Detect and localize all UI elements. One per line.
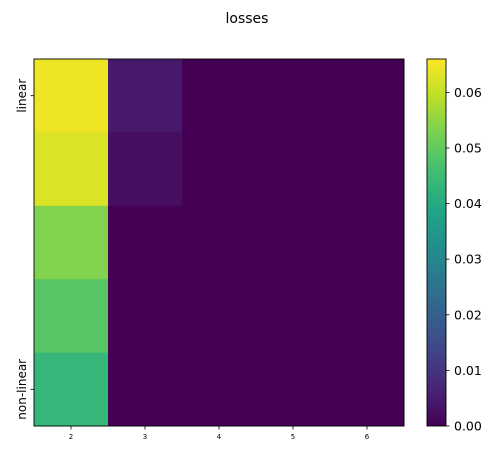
x-tick-label: 4: [217, 433, 222, 441]
heatmap-cell: [108, 352, 183, 427]
colorbar-tick-label: 0.01: [454, 363, 482, 378]
colorbar-tick-label: 0.05: [454, 140, 482, 155]
heatmap-cell: [256, 59, 331, 133]
heatmap-cell: [256, 205, 331, 280]
colorbar-tick-label: 0.06: [454, 85, 482, 100]
heatmap-cell: [256, 279, 331, 354]
colorbar-ticks: 0.00 0.01 0.02 0.03 0.04 0.05 0.06: [446, 85, 482, 434]
heatmap-cell: [34, 59, 109, 133]
colorbar-tick-label: 0.00: [454, 419, 482, 434]
heatmap-cell: [182, 59, 257, 133]
x-tick-label: 6: [365, 433, 370, 441]
heatmap-cell: [330, 279, 405, 354]
heatmap-cell: [256, 352, 331, 427]
colorbar-tick-label: 0.04: [454, 196, 482, 211]
heatmap-cell: [182, 205, 257, 280]
heatmap-cell: [34, 279, 109, 354]
x-tick-label: 2: [69, 433, 73, 441]
heatmap-cell: [330, 59, 405, 133]
heatmap-cell: [330, 205, 405, 280]
y-tick-label: linear: [15, 79, 29, 113]
heatmap-cell: [182, 352, 257, 427]
heatmap-cell: [34, 205, 109, 280]
heatmap-cell: [108, 279, 183, 354]
heatmap-cell: [34, 352, 109, 427]
colorbar: [426, 58, 447, 427]
y-tick-label: non-linear: [15, 359, 29, 420]
colorbar-tick-label: 0.02: [454, 307, 482, 322]
x-tick-label: 3: [143, 433, 147, 441]
heatmap-cell: [182, 132, 257, 207]
heatmap-cell: [330, 352, 405, 427]
x-tick-label: 5: [291, 433, 295, 441]
heatmap-cell: [108, 59, 183, 133]
x-axis-ticks: 2 3 4 5 6: [69, 426, 370, 441]
heatmap-cell: [256, 132, 331, 207]
heatmap-cell: [108, 205, 183, 280]
y-axis-ticks: linear non-linear: [15, 79, 34, 420]
heatmap-cell: [330, 132, 405, 207]
heatmap-cells: [34, 59, 405, 427]
heatmap-cell: [108, 132, 183, 207]
heatmap-cell: [182, 279, 257, 354]
chart-title: losses: [226, 11, 269, 27]
heatmap-cell: [34, 132, 109, 207]
colorbar-tick-label: 0.03: [454, 252, 482, 267]
